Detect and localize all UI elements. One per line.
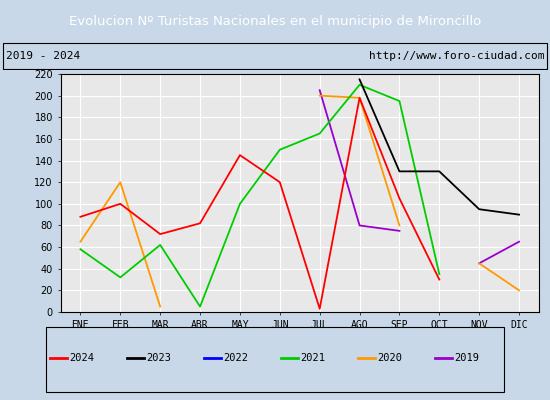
Text: 2024: 2024: [69, 352, 95, 362]
Text: 2021: 2021: [300, 352, 326, 362]
Text: 2020: 2020: [377, 352, 403, 362]
Text: 2019: 2019: [454, 352, 480, 362]
Text: Evolucion Nº Turistas Nacionales en el municipio de Mironcillo: Evolucion Nº Turistas Nacionales en el m…: [69, 14, 481, 28]
Bar: [46, 327, 504, 392]
Text: http://www.foro-ciudad.com: http://www.foro-ciudad.com: [369, 51, 544, 61]
Text: 2019 - 2024: 2019 - 2024: [6, 51, 80, 61]
Text: 2022: 2022: [223, 352, 249, 362]
Text: 2023: 2023: [146, 352, 172, 362]
